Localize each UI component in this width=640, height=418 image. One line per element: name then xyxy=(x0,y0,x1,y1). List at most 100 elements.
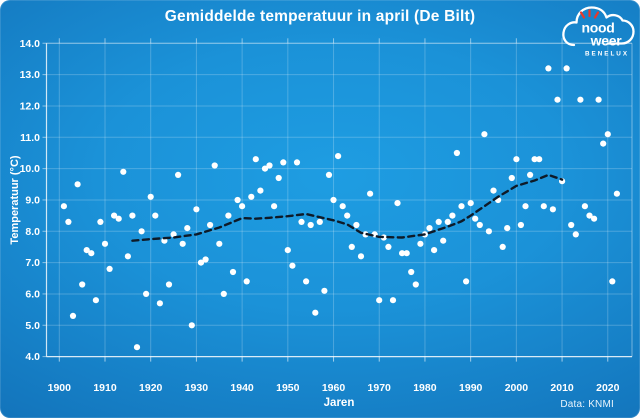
trend-line xyxy=(131,173,564,242)
data-point xyxy=(220,290,227,297)
data-point xyxy=(568,221,575,229)
data-point xyxy=(271,203,278,210)
x-tick-label: 1940 xyxy=(230,382,254,394)
x-tick-label: 2020 xyxy=(596,382,620,394)
data-point xyxy=(389,297,397,304)
data-point xyxy=(348,243,355,250)
data-point xyxy=(156,300,163,307)
data-point xyxy=(513,156,520,163)
data-point xyxy=(458,203,465,210)
x-tick-label: 2000 xyxy=(505,382,529,394)
data-point xyxy=(545,65,552,72)
tick-marks xyxy=(42,38,609,362)
logo-word-nood: nood xyxy=(581,20,614,36)
lightning-spark-icon xyxy=(579,9,600,19)
data-point xyxy=(60,203,67,210)
data-point xyxy=(234,196,241,204)
y-tick-label: 11.0 xyxy=(20,132,40,144)
data-point xyxy=(138,228,145,235)
data-point xyxy=(453,149,460,157)
data-point xyxy=(120,168,127,175)
data-point xyxy=(202,256,209,263)
data-point xyxy=(435,218,442,225)
x-tick-label: 1910 xyxy=(93,382,117,394)
data-point xyxy=(499,243,506,250)
data-point xyxy=(170,231,177,238)
data-point xyxy=(165,281,173,288)
data-point xyxy=(65,218,72,225)
data-point xyxy=(143,290,150,297)
x-tick-label: 1900 xyxy=(48,382,72,394)
data-point xyxy=(490,187,497,194)
y-tick-label: 9.0 xyxy=(25,195,40,207)
y-tick-label: 8.0 xyxy=(25,226,40,238)
data-point xyxy=(426,225,433,232)
data-point xyxy=(517,221,525,229)
data-point xyxy=(252,156,259,163)
data-point xyxy=(321,287,328,294)
data-point xyxy=(197,259,205,266)
data-point xyxy=(563,65,570,72)
data-point xyxy=(280,159,287,166)
data-point xyxy=(385,243,392,250)
data-point xyxy=(248,193,255,200)
x-axis-title: Jaren xyxy=(323,397,355,409)
data-point xyxy=(394,200,401,207)
data-point xyxy=(193,206,200,213)
x-tick-label: 1950 xyxy=(276,382,300,394)
data-point xyxy=(531,156,538,163)
data-point xyxy=(536,156,543,163)
data-point xyxy=(508,174,515,182)
data-point xyxy=(591,215,598,222)
data-point xyxy=(184,225,191,232)
data-point xyxy=(92,297,99,304)
data-point xyxy=(243,278,250,285)
y-tick-label: 14.0 xyxy=(20,38,41,50)
data-point xyxy=(97,218,104,225)
data-point xyxy=(444,218,451,225)
data-point xyxy=(179,240,186,247)
data-source-note: Data: KNMI xyxy=(560,399,614,410)
x-tick-label: 1970 xyxy=(368,382,392,394)
data-point xyxy=(412,281,419,288)
gridlines xyxy=(46,42,632,358)
y-tick-label: 10.0 xyxy=(20,163,41,175)
x-tick-label: 1990 xyxy=(459,382,483,394)
data-point xyxy=(257,187,264,194)
cloud-icon xyxy=(562,6,635,47)
data-point xyxy=(147,193,154,200)
data-point xyxy=(101,240,109,247)
y-axis-title: Temperatuur (°C) xyxy=(9,155,21,245)
data-point xyxy=(431,247,438,254)
data-point xyxy=(449,212,456,219)
y-tick-label: 6.0 xyxy=(25,289,40,301)
data-point xyxy=(522,203,529,210)
data-point xyxy=(344,212,351,219)
data-point xyxy=(581,203,589,210)
data-point xyxy=(188,322,195,329)
data-point xyxy=(549,206,557,213)
data-point xyxy=(463,278,470,285)
data-point xyxy=(600,140,607,147)
data-point xyxy=(399,250,406,257)
data-point xyxy=(540,203,547,210)
data-point xyxy=(403,250,410,257)
data-point xyxy=(357,253,365,260)
data-point xyxy=(284,247,291,254)
data-point xyxy=(481,131,488,138)
data-point xyxy=(408,268,415,276)
data-point xyxy=(106,265,113,272)
data-point xyxy=(485,228,492,235)
y-tick-label: 7.0 xyxy=(25,257,40,269)
data-point xyxy=(133,344,141,351)
data-point xyxy=(298,218,305,225)
data-point xyxy=(472,215,479,222)
scatter-points xyxy=(60,65,621,351)
data-point xyxy=(417,240,424,247)
y-tick-labels: 4.0 5.0 6.0 7.0 8.0 9.0 10.0 11.0 12.0 13.0 14.0 xyxy=(20,38,41,363)
data-point xyxy=(211,162,218,169)
data-point xyxy=(325,171,333,178)
x-tick-label: 1980 xyxy=(413,382,437,394)
